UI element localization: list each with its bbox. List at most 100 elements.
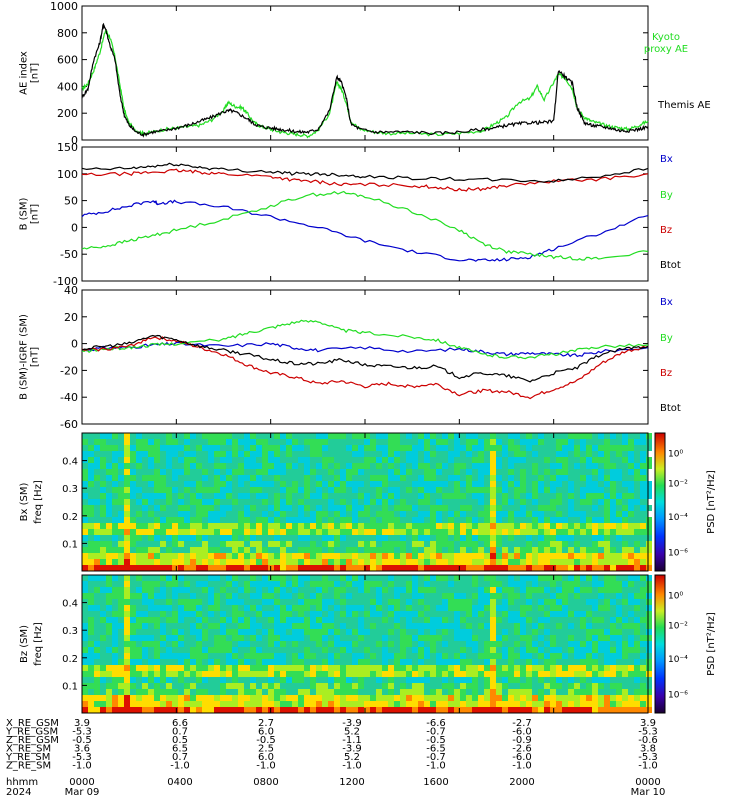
spectrogram-cell xyxy=(610,493,616,499)
spectrogram-cell xyxy=(154,617,160,623)
spectrogram-cell xyxy=(634,457,640,463)
spectrogram-cell xyxy=(460,665,466,671)
spectrogram-cell xyxy=(568,587,574,593)
spectrogram-cell xyxy=(502,535,508,541)
spectrogram-cell xyxy=(496,547,502,553)
spectrogram-cell xyxy=(376,623,382,629)
spectrogram-cell xyxy=(346,493,352,499)
spectrogram-cell xyxy=(610,707,616,713)
spectrogram-cell xyxy=(274,541,280,547)
spectrogram-cell xyxy=(220,641,226,647)
spectrogram-cell xyxy=(160,623,166,629)
spectrogram-cell xyxy=(202,581,208,587)
spectrogram-cell xyxy=(472,689,478,695)
spectrogram-cell xyxy=(238,641,244,647)
spectrogram-cell xyxy=(376,575,382,581)
spectrogram-cell xyxy=(544,593,550,599)
spectrogram-cell xyxy=(214,683,220,689)
spectrogram-cell xyxy=(208,499,214,505)
spectrogram-cell xyxy=(640,671,646,677)
spectrogram-cell xyxy=(544,487,550,493)
spectrogram-cell xyxy=(334,587,340,593)
spectrogram-cell xyxy=(520,559,526,565)
spectrogram-cell xyxy=(628,575,634,581)
spectrogram-cell xyxy=(148,695,154,701)
spectrogram-cell xyxy=(310,469,316,475)
spectrogram-cell xyxy=(256,695,262,701)
spectrogram-cell xyxy=(118,641,124,647)
spectrogram-cell xyxy=(244,695,250,701)
spectrogram-cell xyxy=(166,587,172,593)
spectrogram-cell xyxy=(154,547,160,553)
spectrogram-cell xyxy=(574,541,580,547)
spectrogram-cell xyxy=(202,653,208,659)
y-tick-label: 0 xyxy=(71,134,78,147)
spectrogram-cell xyxy=(232,611,238,617)
spectrogram-cell xyxy=(226,659,232,665)
spectrogram-cell xyxy=(478,653,484,659)
spectrogram-cell xyxy=(496,505,502,511)
spectrogram-cell xyxy=(622,505,628,511)
spectrogram-cell xyxy=(364,457,370,463)
legend-label-bz: Bz xyxy=(660,368,672,379)
spectrogram-cell xyxy=(334,535,340,541)
spectrogram-cell xyxy=(496,707,502,713)
spectrogram-cell xyxy=(112,451,118,457)
spectrogram-cell xyxy=(268,653,274,659)
spectrogram-cell xyxy=(442,541,448,547)
spectrogram-cell xyxy=(118,475,124,481)
spectrogram-cell xyxy=(142,517,148,523)
spectrogram-cell xyxy=(406,677,412,683)
spectrogram-cell xyxy=(94,565,100,571)
spectrogram-cell xyxy=(490,623,496,629)
spectrogram-cell xyxy=(478,547,484,553)
spectrogram-cell xyxy=(172,463,178,469)
spectrogram-cell xyxy=(538,683,544,689)
spectrogram-cell xyxy=(94,523,100,529)
spectrogram-cell xyxy=(436,451,442,457)
spectrogram-cell xyxy=(550,641,556,647)
spectrogram-cell xyxy=(580,653,586,659)
spectrogram-cell xyxy=(124,529,130,535)
spectrogram-cell xyxy=(478,481,484,487)
spectrogram-cell xyxy=(622,707,628,713)
spectrogram-cell xyxy=(634,689,640,695)
spectrogram-cell xyxy=(592,523,598,529)
spectrogram-cell xyxy=(256,511,262,517)
spectrogram-cell xyxy=(112,535,118,541)
spectrogram-cell xyxy=(646,445,652,451)
spectrogram-cell xyxy=(604,689,610,695)
spectrogram-cell xyxy=(172,535,178,541)
spectrogram-cell xyxy=(526,671,532,677)
spectrogram-cell xyxy=(148,659,154,665)
spectrogram-cell xyxy=(454,695,460,701)
spectrogram-cell xyxy=(346,683,352,689)
spectrogram-cell xyxy=(190,701,196,707)
spectrogram-cell xyxy=(610,547,616,553)
spectrogram-cell xyxy=(556,451,562,457)
spectrogram-cell xyxy=(202,535,208,541)
spectrogram-cell xyxy=(502,553,508,559)
spectrogram-cell xyxy=(124,707,130,713)
spectrogram-cell xyxy=(250,617,256,623)
spectrogram-cell xyxy=(370,511,376,517)
spectrogram-cell xyxy=(214,707,220,713)
spectrogram-cell xyxy=(268,559,274,565)
spectrogram-cell xyxy=(610,605,616,611)
spectrogram-cell xyxy=(292,547,298,553)
spectrogram-cell xyxy=(634,647,640,653)
spectrogram-cell xyxy=(460,475,466,481)
spectrogram-cell xyxy=(94,463,100,469)
spectrogram-cell xyxy=(424,559,430,565)
spectrogram-cell xyxy=(550,677,556,683)
ephem-label: Y_RE_GSM xyxy=(5,727,58,738)
spectrogram-cell xyxy=(214,695,220,701)
spectrogram-cell xyxy=(238,689,244,695)
spectrogram-cell xyxy=(112,463,118,469)
spectrogram-cell xyxy=(220,493,226,499)
spectrogram-cell xyxy=(226,523,232,529)
spectrogram-cell xyxy=(178,677,184,683)
spectrogram-cell xyxy=(370,517,376,523)
spectrogram-cell xyxy=(406,617,412,623)
spectrogram-cell xyxy=(520,683,526,689)
